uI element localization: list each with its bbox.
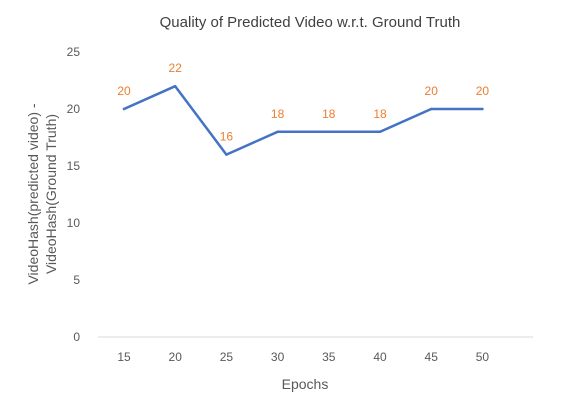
data-point	[276, 131, 278, 133]
data-label: 20	[476, 84, 490, 98]
x-tick-label: 15	[117, 350, 131, 364]
x-tick-label: 25	[220, 350, 234, 364]
x-axis-ticks: 15 20 25 30 35 40 45 50	[117, 350, 489, 364]
y-tick-label: 0	[73, 330, 80, 344]
x-tick-label: 50	[476, 350, 490, 364]
data-point	[328, 131, 330, 133]
x-tick-label: 45	[425, 350, 439, 364]
data-label: 22	[169, 61, 183, 75]
y-axis-ticks: 0 5 10 15 20 25	[67, 45, 81, 344]
y-tick-label: 5	[73, 273, 80, 287]
data-point	[481, 108, 483, 110]
chart-title: Quality of Predicted Video w.r.t. Ground…	[160, 14, 461, 31]
data-label: 16	[220, 130, 234, 144]
y-axis-title: VideoHash(predicted video) - VideoHash(G…	[25, 103, 59, 284]
data-point	[430, 108, 432, 110]
data-label: 18	[271, 107, 285, 121]
y-axis-title-line-1: VideoHash(predicted video) -	[25, 103, 41, 284]
y-tick-label: 20	[67, 102, 81, 116]
x-axis-title: Epochs	[282, 376, 329, 392]
y-tick-label: 25	[67, 45, 81, 59]
data-label: 20	[117, 84, 131, 98]
x-tick-label: 20	[169, 350, 183, 364]
data-label: 20	[425, 84, 439, 98]
y-tick-label: 15	[67, 159, 81, 173]
data-point	[225, 153, 227, 155]
data-point	[123, 108, 125, 110]
y-tick-label: 10	[67, 216, 81, 230]
x-tick-label: 40	[373, 350, 387, 364]
data-label: 18	[373, 107, 387, 121]
data-point	[174, 85, 176, 87]
data-label: 18	[322, 107, 336, 121]
x-tick-label: 30	[271, 350, 285, 364]
x-tick-label: 35	[322, 350, 336, 364]
data-point	[379, 131, 381, 133]
y-axis-title-line-2: VideoHash(Ground Truth)	[43, 114, 59, 274]
